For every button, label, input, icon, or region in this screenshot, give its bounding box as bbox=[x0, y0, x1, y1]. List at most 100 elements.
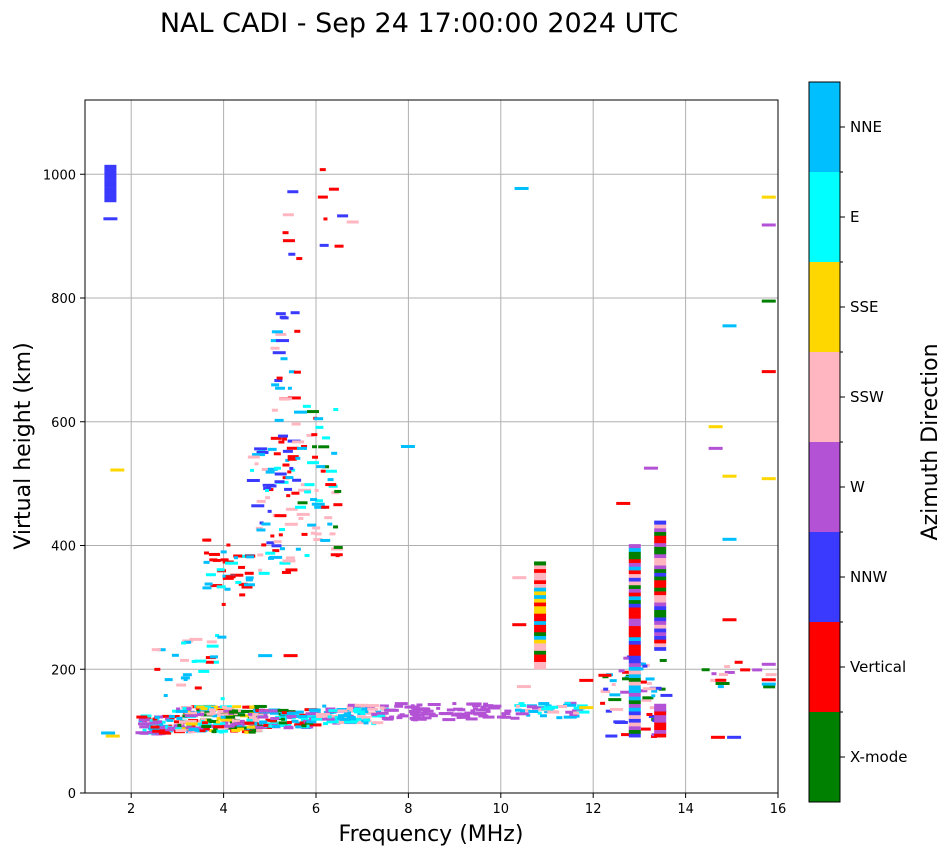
echo-mark bbox=[285, 458, 290, 462]
echo-mark bbox=[609, 693, 621, 697]
echo-mark bbox=[142, 728, 147, 732]
echo-mark bbox=[354, 703, 368, 707]
echo-mark bbox=[296, 512, 310, 516]
echo-mark bbox=[176, 683, 187, 687]
echo-mark bbox=[174, 715, 180, 719]
echo-mark bbox=[161, 714, 172, 718]
echo-mark bbox=[154, 725, 166, 729]
echo-mark bbox=[352, 717, 362, 721]
echo-mark bbox=[371, 712, 378, 716]
echo-point bbox=[579, 678, 594, 682]
echo-mark bbox=[285, 476, 294, 480]
echo-mark bbox=[573, 706, 585, 710]
echo-mark bbox=[282, 449, 293, 453]
y-tick-label: 800 bbox=[51, 292, 76, 307]
echo-mark bbox=[363, 721, 369, 725]
echo-mark bbox=[614, 720, 628, 724]
echo-mark bbox=[184, 714, 198, 718]
echo-column-segment bbox=[534, 565, 547, 570]
echo-mark bbox=[328, 709, 338, 713]
echo-mark bbox=[216, 568, 225, 572]
echo-mark bbox=[254, 447, 268, 451]
echo-mark bbox=[182, 706, 187, 710]
echo-column-segment bbox=[534, 609, 547, 614]
echo-column-segment bbox=[628, 659, 641, 664]
echo-mark bbox=[258, 571, 270, 575]
echo-column-segment bbox=[654, 539, 667, 544]
echo-mark bbox=[464, 711, 477, 715]
echo-mark bbox=[381, 716, 394, 720]
colorbar-label: E bbox=[850, 208, 859, 226]
echo-mark bbox=[421, 716, 432, 720]
echo-column-segment bbox=[654, 639, 667, 644]
echo-column-segment bbox=[654, 617, 667, 622]
echo-mark bbox=[413, 706, 420, 710]
echo-mark bbox=[282, 437, 288, 441]
echo-mark bbox=[485, 709, 491, 713]
echo-mark bbox=[310, 498, 318, 502]
echo-mark bbox=[152, 729, 161, 733]
echo-mark bbox=[273, 721, 283, 725]
echo-column-segment bbox=[628, 584, 641, 589]
echo-column-segment bbox=[628, 599, 641, 604]
echo-mark bbox=[284, 487, 293, 491]
echo-mark bbox=[327, 522, 333, 526]
echo-mark bbox=[711, 672, 717, 676]
colorbar-label: NNW bbox=[850, 568, 887, 586]
echo-mark bbox=[286, 715, 297, 718]
echo-mark bbox=[292, 440, 305, 444]
echo-mark bbox=[231, 719, 240, 723]
echo-mark bbox=[412, 714, 421, 718]
echo-mark bbox=[246, 718, 259, 722]
echo-column-segment bbox=[654, 546, 667, 551]
echo-mark bbox=[317, 195, 328, 199]
echo-mark bbox=[501, 712, 511, 716]
echo-mark bbox=[181, 641, 187, 645]
echo-mark bbox=[526, 705, 537, 709]
echo-mark bbox=[235, 580, 242, 584]
axis-ticks: 2 4 6 8 10 12 14 16 0 200 400 600 800 1000 bbox=[43, 168, 786, 817]
echo-mark bbox=[194, 686, 202, 690]
echo-mark bbox=[361, 707, 368, 711]
echo-mark bbox=[257, 553, 264, 557]
echo-mark bbox=[152, 717, 158, 721]
colorbar-segment bbox=[809, 532, 840, 622]
echo-column-segment bbox=[104, 190, 117, 195]
echo-mark bbox=[740, 668, 751, 672]
echo-mark bbox=[494, 706, 501, 710]
echo-column-segment bbox=[628, 703, 641, 708]
echo-column-segment bbox=[534, 624, 547, 629]
echo-mark bbox=[623, 656, 634, 660]
echo-column-segment bbox=[534, 665, 547, 670]
echo-mark bbox=[273, 452, 281, 456]
echo-mark bbox=[346, 707, 356, 711]
echo-mark bbox=[701, 668, 710, 672]
echo-mark bbox=[212, 558, 221, 562]
echo-mark bbox=[279, 547, 285, 551]
echo-mark bbox=[320, 538, 331, 542]
echo-column-segment bbox=[104, 194, 117, 199]
echo-mark bbox=[267, 467, 278, 471]
echo-column-segment bbox=[628, 588, 641, 593]
echo-point bbox=[761, 195, 776, 199]
echo-mark bbox=[200, 707, 208, 711]
echo-mark bbox=[372, 714, 386, 718]
echo-mark bbox=[556, 704, 568, 708]
echo-column-segment bbox=[654, 602, 667, 607]
echo-mark bbox=[238, 582, 248, 586]
echo-mark bbox=[282, 213, 294, 217]
colorbar-title: Azimuth Direction bbox=[918, 343, 943, 540]
echo-mark bbox=[253, 723, 259, 727]
echo-column-segment bbox=[628, 640, 641, 645]
echo-column-segment bbox=[654, 576, 667, 581]
echo-column-segment bbox=[654, 628, 667, 633]
echo-mark bbox=[252, 718, 259, 722]
echo-point bbox=[512, 623, 527, 627]
echo-mark bbox=[600, 701, 606, 705]
echo-column-segment bbox=[628, 662, 641, 667]
echo-mark bbox=[203, 560, 210, 564]
echo-mark bbox=[320, 469, 326, 473]
echo-mark bbox=[278, 533, 283, 537]
echo-mark bbox=[264, 488, 269, 492]
